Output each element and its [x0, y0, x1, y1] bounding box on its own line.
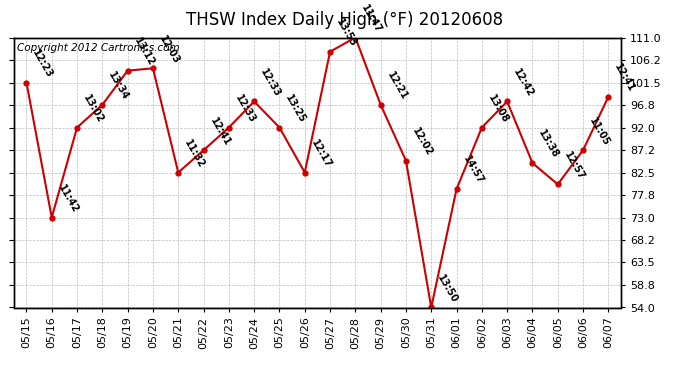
Text: 12:21: 12:21 [385, 70, 409, 102]
Text: 12:02: 12:02 [410, 126, 434, 158]
Text: 12:41: 12:41 [208, 116, 232, 147]
Text: 12:33: 12:33 [233, 93, 257, 125]
Text: 11:47: 11:47 [359, 3, 384, 35]
Text: Copyright 2012 Cartronics.com: Copyright 2012 Cartronics.com [17, 43, 179, 53]
Text: 12:41: 12:41 [613, 62, 637, 94]
Text: 12:23: 12:23 [30, 48, 55, 80]
Text: 13:50: 13:50 [435, 273, 460, 305]
Text: 14:57: 14:57 [461, 154, 485, 186]
Text: 13:08: 13:08 [486, 93, 510, 125]
Text: 12:33: 12:33 [258, 67, 282, 99]
Text: 11:32: 11:32 [182, 138, 206, 170]
Text: 13:12: 13:12 [132, 36, 156, 68]
Text: 12:03: 12:03 [157, 34, 181, 66]
Text: 13:34: 13:34 [106, 70, 130, 102]
Text: THSW Index Daily High (°F) 20120608: THSW Index Daily High (°F) 20120608 [186, 11, 504, 29]
Text: 12:42: 12:42 [511, 67, 535, 99]
Text: 11:42: 11:42 [56, 183, 80, 215]
Text: 11:05: 11:05 [587, 116, 611, 147]
Text: 12:17: 12:17 [309, 138, 333, 170]
Text: 13:25: 13:25 [284, 93, 308, 125]
Text: 13:38: 13:38 [537, 128, 561, 160]
Text: 13:02: 13:02 [81, 93, 106, 125]
Text: 12:57: 12:57 [562, 150, 586, 182]
Text: 13:53: 13:53 [334, 17, 358, 49]
